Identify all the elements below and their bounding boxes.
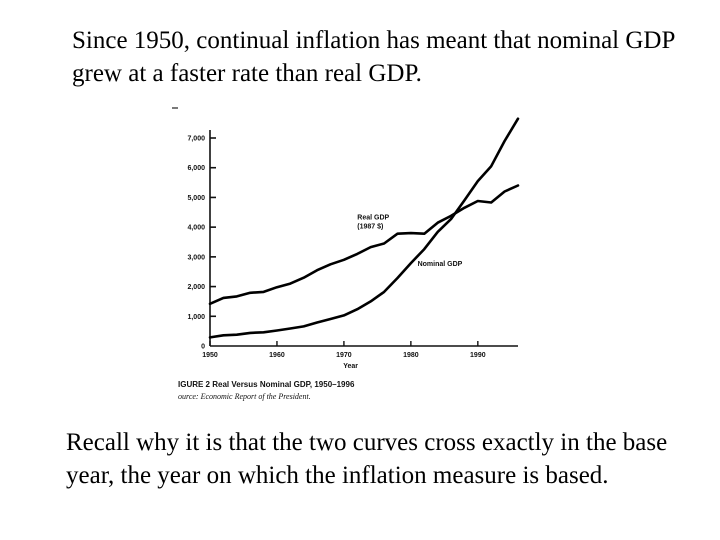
figure-caption-title: IGURE 2 Real Versus Nominal GDP, 1950–19… — [178, 380, 355, 389]
y-tick-label: 0 — [201, 344, 205, 351]
y-tick-label: 5,000 — [187, 195, 205, 202]
figure-caption-source: ource: Economic Report of the President. — [178, 392, 311, 401]
y-tick-label: 6,000 — [187, 165, 205, 172]
chart-annotations: Real GDP (1987 $) Nominal GDP — [357, 215, 462, 268]
x-tick-label: 1970 — [336, 352, 352, 359]
x-tick-label: 1980 — [403, 352, 419, 359]
chart-series — [208, 117, 520, 339]
real-gdp-annotation: (1987 $) — [357, 224, 383, 231]
y-tick-label: 1,000 — [187, 314, 205, 321]
nominal-gdp-line — [208, 117, 520, 339]
x-tick-label: 1950 — [202, 352, 218, 359]
slide-footer-text: Recall why it is that the two curves cro… — [66, 429, 668, 489]
nominal-gdp-annotation: Nominal GDP — [418, 261, 463, 268]
y-tick-label: 3,000 — [187, 254, 205, 261]
x-tick-label: 1990 — [470, 352, 486, 359]
x-tick-label: 1960 — [269, 352, 285, 359]
real-gdp-annotation: Real GDP — [357, 215, 389, 222]
gdp-line-chart: 0 1,000 2,000 3,000 4,000 5,000 6,000 7,000 1950… — [172, 107, 520, 401]
y-tick-label: 2,000 — [187, 284, 205, 291]
real-gdp-line — [208, 184, 520, 306]
y-tick-label: 7,000 — [187, 136, 205, 143]
y-tick-label: 4,000 — [187, 225, 205, 232]
x-axis-label: Year — [343, 363, 358, 370]
slide-heading-text: Since 1950, continual inflation has mean… — [72, 27, 675, 87]
chart-axes: 0 1,000 2,000 3,000 4,000 5,000 6,000 7,000 1950… — [172, 107, 518, 359]
